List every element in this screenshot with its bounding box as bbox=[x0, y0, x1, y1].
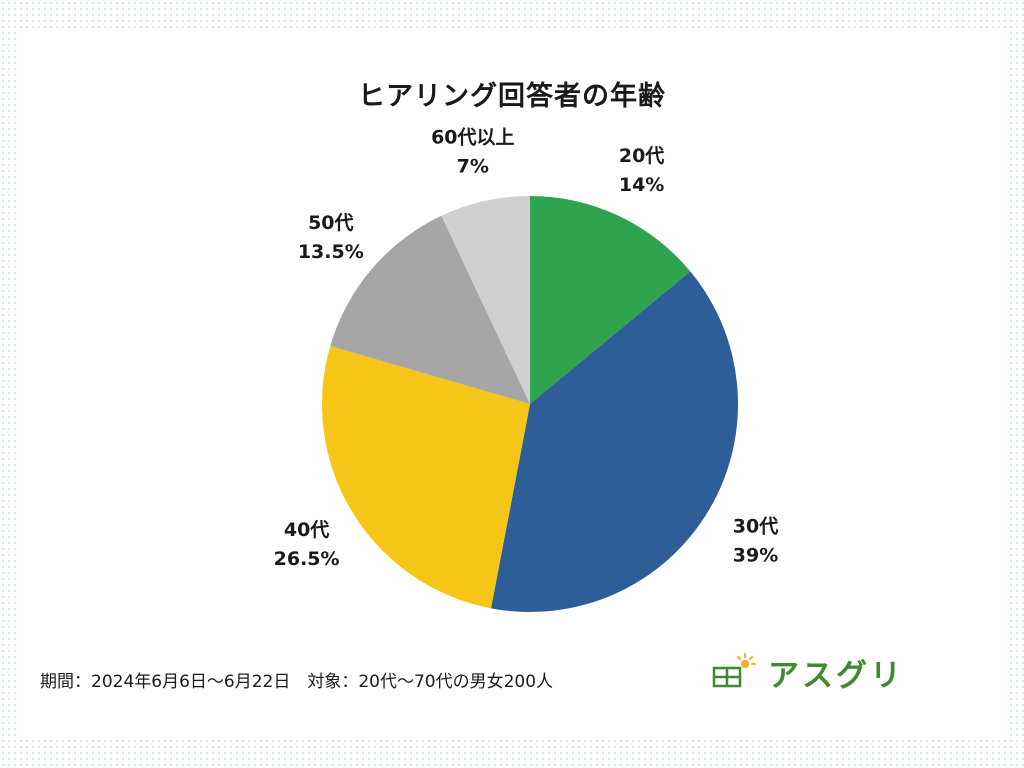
brand-logo-text: アスグリ bbox=[768, 657, 904, 694]
slice-category-label: 50代 bbox=[308, 212, 353, 234]
slice-category-label: 20代 bbox=[619, 145, 664, 167]
slice-category-label: 40代 bbox=[284, 519, 329, 541]
slice-label-group: 40代 26.5% bbox=[274, 519, 340, 570]
pie-slices bbox=[321, 196, 739, 613]
slice-value-label: 14% bbox=[619, 174, 664, 196]
chart-title: ヒアリング回答者の年齢 bbox=[358, 81, 666, 112]
slice-value-label: 13.5% bbox=[298, 241, 364, 263]
slice-value-label: 26.5% bbox=[274, 548, 340, 570]
slice-value-label: 7% bbox=[457, 155, 489, 177]
pie-slice-50代 bbox=[330, 215, 530, 404]
pie-slice-60代以上 bbox=[441, 196, 530, 404]
slice-value-label: 39% bbox=[733, 544, 778, 566]
pie-slice-30代 bbox=[491, 271, 739, 613]
pie-slice-40代 bbox=[321, 345, 530, 609]
slice-label-group: 50代 13.5% bbox=[298, 212, 364, 263]
solar-panel-sun-icon bbox=[712, 653, 756, 688]
brand-logo: アスグリ bbox=[712, 650, 904, 694]
slice-category-label: 30代 bbox=[733, 515, 778, 537]
slice-category-label: 60代以上 bbox=[431, 126, 514, 148]
slice-label-group: 60代以上 7% bbox=[431, 126, 514, 177]
survey-footnote: 期間：2024年6月6日〜6月22日 対象：20代〜70代の男女200人 bbox=[40, 672, 554, 692]
pie-slice-20代 bbox=[530, 196, 691, 404]
